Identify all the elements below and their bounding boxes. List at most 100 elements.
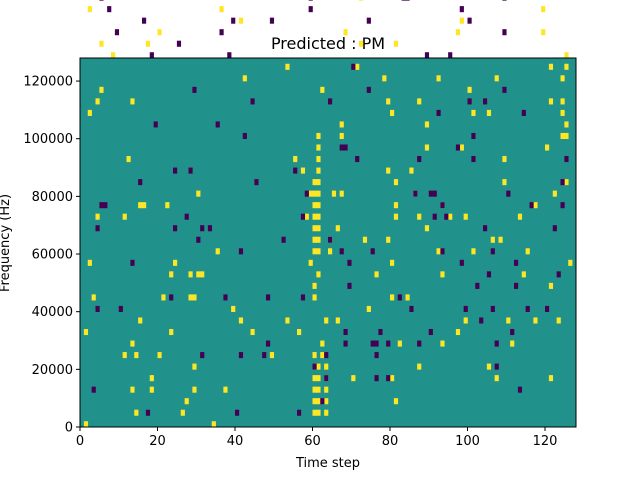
heatmap-cell-high: [149, 386, 154, 393]
heatmap-cell-high: [552, 190, 557, 197]
heatmap-cell-high: [564, 132, 569, 140]
heatmap-cell-high: [486, 109, 492, 116]
heatmap-cell-low: [459, 6, 464, 13]
heatmap-cell-low: [424, 52, 430, 59]
x-tick-label: 60: [304, 434, 321, 449]
heatmap-cell-high: [145, 40, 151, 47]
heatmap-cell-high: [165, 202, 170, 209]
heatmap-cell-high: [161, 294, 166, 301]
heatmap-cell-high: [312, 282, 317, 289]
heatmap-cell-high: [269, 352, 275, 359]
heatmap-cell-high: [297, 328, 302, 336]
heatmap-cell-low: [506, 190, 511, 197]
heatmap-cell-high: [448, 213, 453, 220]
heatmap-cell-high: [312, 236, 317, 243]
heatmap-cell-high: [390, 294, 395, 301]
heatmap-cell-low: [138, 179, 143, 186]
heatmap-cell-low: [300, 213, 306, 220]
heatmap-cell-low: [339, 144, 344, 151]
heatmap-cell-high: [490, 236, 495, 243]
heatmap-cell-low: [339, 248, 344, 255]
y-tick-label: 40000: [32, 305, 73, 320]
y-tick-label: 60000: [32, 248, 73, 263]
heatmap-cell-low: [483, 98, 488, 105]
heatmap-cell-high: [486, 363, 492, 370]
heatmap-cell-high: [471, 248, 476, 255]
heatmap-cell-high: [95, 98, 100, 105]
heatmap-cell-high: [417, 98, 422, 105]
heatmap-cell-high: [521, 271, 526, 278]
heatmap-cell-low: [343, 144, 348, 151]
heatmap-cell-low: [370, 248, 375, 255]
heatmap-cell-low: [153, 121, 158, 128]
heatmap-cell-low: [192, 86, 197, 93]
heatmap-cell-low: [308, 0, 313, 1]
heatmap-cell-high: [300, 167, 306, 174]
heatmap-cell-high: [130, 340, 135, 347]
heatmap-cell-high: [312, 179, 317, 186]
heatmap-cell-high: [386, 236, 391, 243]
heatmap-cell-high: [339, 190, 344, 197]
heatmap-cell-high: [533, 317, 538, 324]
heatmap-cells: [83, 0, 573, 428]
heatmap-cell-high: [316, 156, 321, 163]
heatmap-cell-high: [393, 213, 399, 220]
heatmap-cell-high: [560, 132, 565, 140]
heatmap-cell-high: [316, 225, 321, 232]
heatmap-cell-low: [312, 363, 317, 370]
heatmap-cell-high: [188, 294, 193, 301]
heatmap-cell-high: [568, 259, 573, 266]
heatmap-cell-high: [548, 282, 554, 289]
heatmap-cell-high: [316, 179, 321, 186]
heatmap-cell-high: [397, 340, 402, 347]
heatmap-cell-high: [211, 421, 216, 428]
heatmap-cell-high: [312, 225, 317, 232]
heatmap-cell-high: [83, 421, 89, 428]
heatmap-cell-high: [95, 213, 100, 220]
heatmap-cell-high: [157, 352, 162, 359]
heatmap-cell-high: [359, 0, 364, 1]
heatmap-cell-low: [142, 17, 147, 24]
heatmap-cell-high: [533, 202, 538, 209]
heatmap-cell-high: [316, 213, 321, 220]
heatmap-cell-high: [312, 398, 317, 405]
heatmap-cell-high: [312, 202, 317, 209]
heatmap-cell-high: [494, 75, 499, 82]
x-axis-label: Time step: [295, 456, 360, 471]
heatmap-cell-high: [188, 271, 193, 278]
heatmap-cell-high: [142, 202, 147, 209]
heatmap-cell-high: [564, 179, 569, 186]
heatmap-cell-high: [316, 236, 321, 243]
heatmap-cell-high: [312, 294, 317, 301]
heatmap-cell-high: [324, 409, 329, 416]
x-tick-label: 20: [149, 434, 166, 449]
heatmap-cell-high: [173, 259, 178, 266]
heatmap-cell-low: [459, 259, 464, 266]
heatmap-cell-low: [149, 52, 154, 59]
heatmap-cell-high: [335, 317, 340, 324]
heatmap-cell-high: [293, 156, 298, 163]
heatmap-cell-high: [386, 98, 391, 105]
heatmap-cell-low: [510, 328, 515, 336]
heatmap-cell-low: [176, 40, 182, 47]
heatmap-cell-high: [312, 386, 317, 393]
heatmap-cell-low: [517, 386, 523, 393]
heatmap-cell-high: [502, 179, 507, 186]
heatmap-cell-low: [269, 17, 275, 24]
heatmap-cell-high: [285, 63, 290, 70]
heatmap-cell-low: [250, 98, 255, 105]
heatmap-cell-low: [413, 190, 418, 197]
heatmap-cell-low: [328, 236, 333, 243]
heatmap-cell-high: [316, 190, 321, 197]
heatmap-cell-low: [262, 352, 267, 359]
heatmap-cell-low: [428, 190, 433, 197]
heatmap-cell-high: [134, 409, 139, 416]
heatmap-cell-high: [312, 213, 317, 220]
heatmap-cell-high: [459, 144, 464, 151]
heatmap-cell-low: [300, 294, 306, 301]
heatmap-cell-high: [285, 317, 290, 324]
heatmap-cell-low: [324, 352, 329, 359]
heatmap-cell-low: [266, 340, 271, 347]
heatmap-cell-high: [374, 271, 379, 278]
